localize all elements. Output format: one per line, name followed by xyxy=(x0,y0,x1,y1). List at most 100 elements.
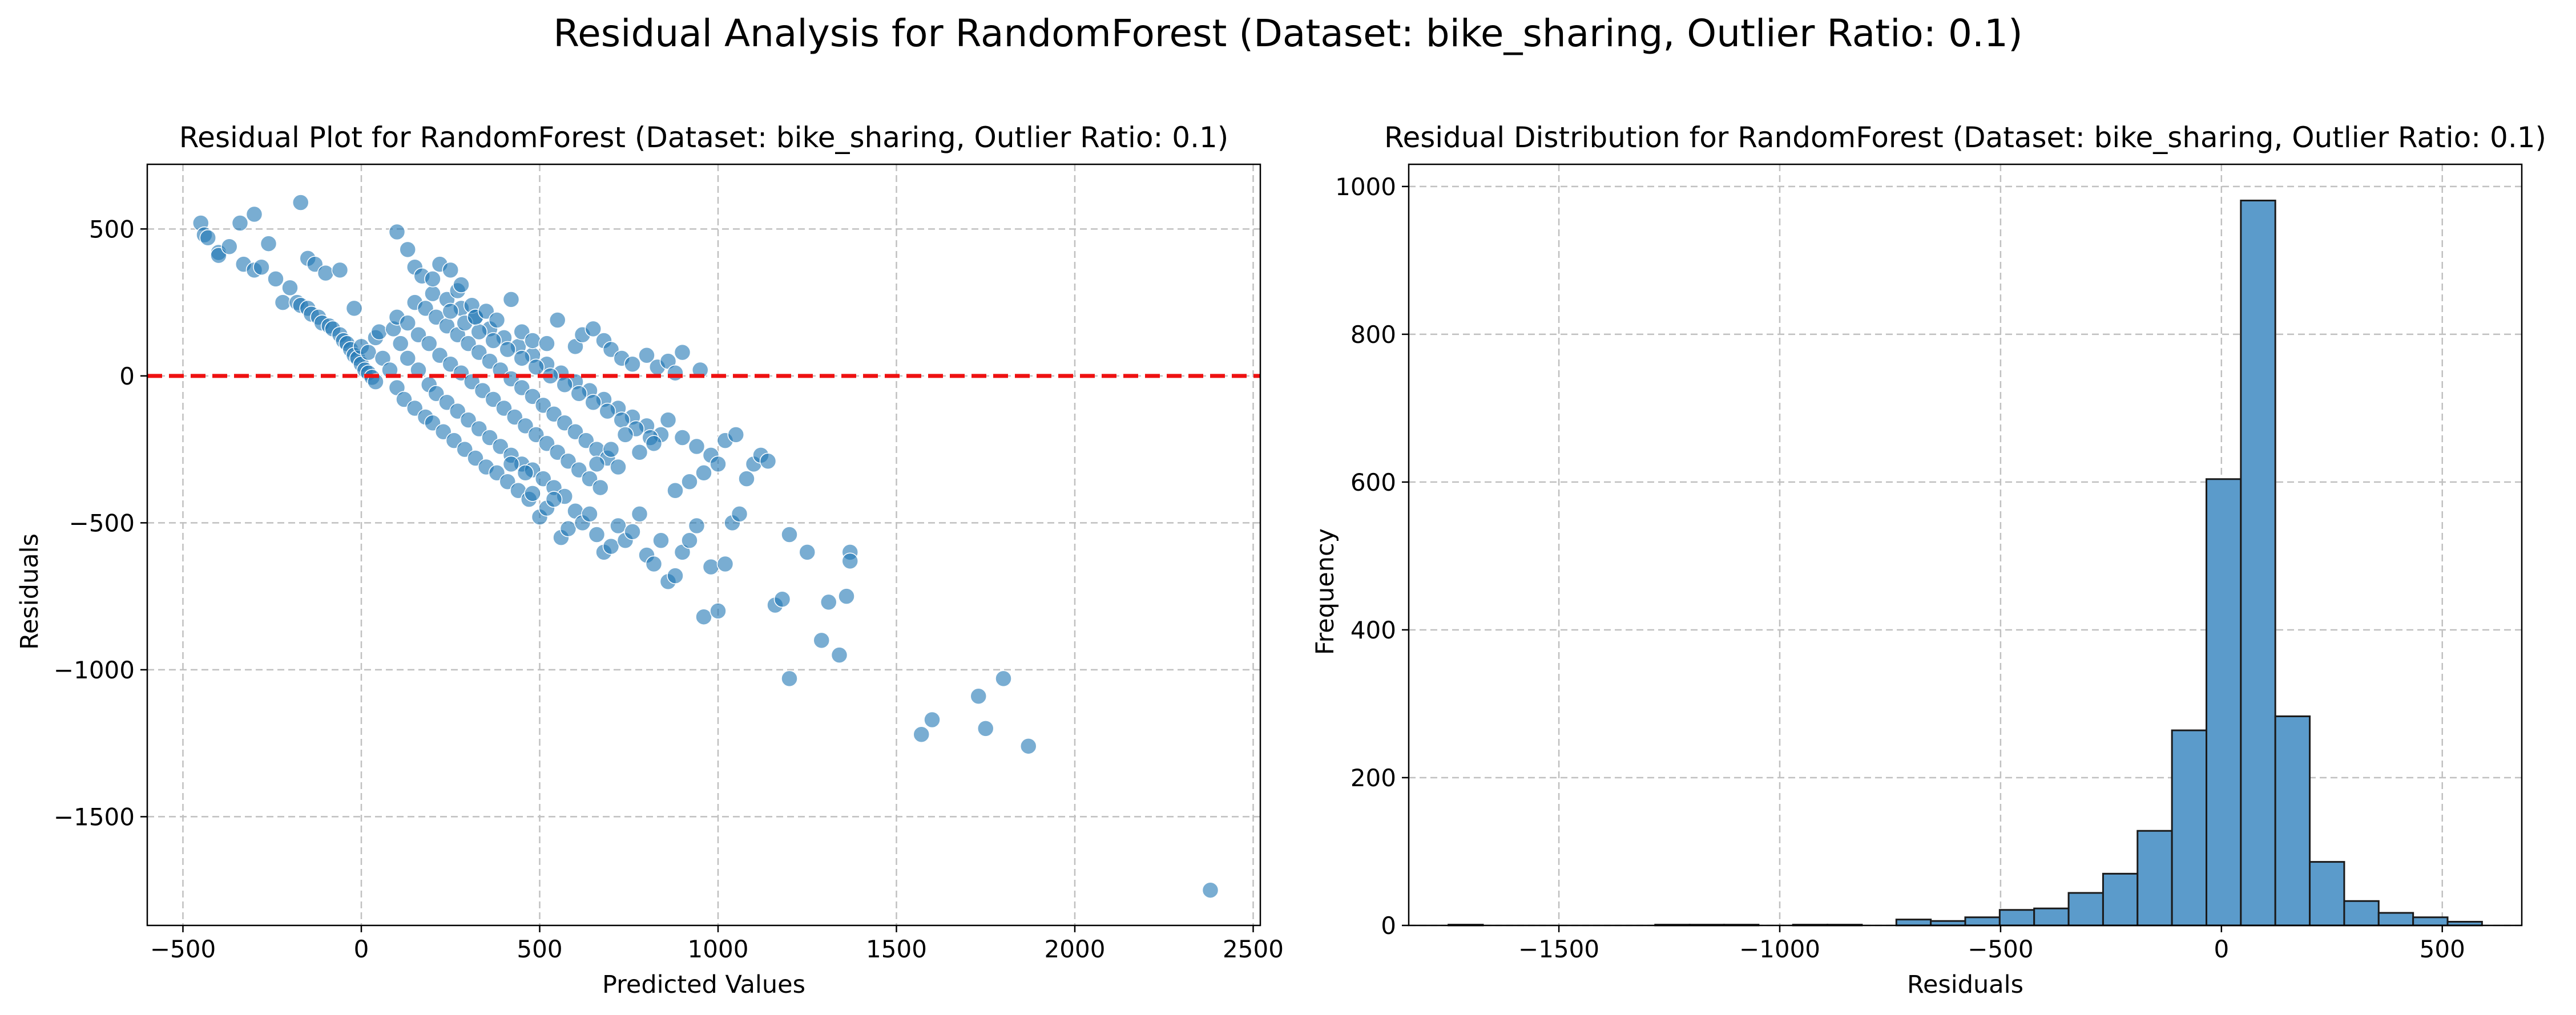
scatter-point xyxy=(570,385,587,402)
histogram-bar xyxy=(2171,729,2207,927)
scatter-point xyxy=(599,402,616,420)
scatter-point xyxy=(716,555,734,573)
scatter-point xyxy=(274,294,292,311)
scatter-point xyxy=(584,320,602,338)
histogram-bar xyxy=(1964,916,2001,927)
residual-histogram: Residual Distribution for RandomForest (… xyxy=(1311,121,2546,999)
scatter-point xyxy=(695,608,712,625)
scatter-point xyxy=(831,646,848,664)
scatter-point xyxy=(1202,881,1219,899)
scatter-point xyxy=(667,482,684,499)
scatter-point xyxy=(260,235,277,252)
scatter-point xyxy=(331,261,349,279)
scatter-point xyxy=(645,555,663,573)
scatter-point xyxy=(442,302,459,320)
scatter-point xyxy=(245,205,263,223)
scatter-point xyxy=(624,355,641,373)
scatter-x-tick-label: 2500 xyxy=(1223,935,1284,963)
histogram-y-tick-label: 400 xyxy=(1351,616,1396,644)
scatter-grid xyxy=(147,164,1260,925)
scatter-point xyxy=(631,444,648,461)
scatter-point xyxy=(588,526,606,543)
scatter-point xyxy=(638,347,655,364)
scatter-point xyxy=(442,261,459,279)
scatter-y-tick-label: −500 xyxy=(69,509,135,537)
histogram-y-tick-label: 1000 xyxy=(1335,173,1396,201)
scatter-point xyxy=(616,426,634,443)
scatter-point xyxy=(695,464,712,482)
scatter-point xyxy=(610,458,627,476)
histogram-bar xyxy=(1998,909,2035,927)
scatter-title: Residual Plot for RandomForest (Dataset:… xyxy=(179,121,1229,154)
scatter-point xyxy=(674,429,691,446)
scatter-point xyxy=(527,358,545,376)
scatter-point xyxy=(453,276,470,293)
scatter-point xyxy=(659,411,677,428)
scatter-x-tick-label: 500 xyxy=(517,935,562,963)
scatter-point xyxy=(502,291,520,308)
histogram-bar xyxy=(2343,900,2380,927)
scatter-point xyxy=(781,670,798,688)
scatter-point xyxy=(738,470,755,487)
scatter-points xyxy=(192,194,1219,899)
histogram-y-ticks: 0 200 400 600 800 1000 xyxy=(1335,173,1409,940)
scatter-x-tick-label: 1500 xyxy=(866,935,927,963)
scatter-point xyxy=(199,229,216,246)
scatter-point xyxy=(231,215,249,232)
scatter-y-ticks: 500 0 −500 −1000 −1500 xyxy=(54,215,147,831)
scatter-point xyxy=(399,350,416,367)
scatter-x-tick-label: 1000 xyxy=(688,935,749,963)
histogram-axes-frame xyxy=(1408,163,2523,927)
histogram-bar xyxy=(2102,872,2139,927)
scatter-x-ticks: −500 0 500 1000 1500 2000 2500 xyxy=(150,925,1284,963)
scatter-point xyxy=(924,711,941,729)
scatter-point xyxy=(624,523,641,540)
scatter-point xyxy=(388,223,406,241)
scatter-axes-frame xyxy=(146,163,1261,927)
scatter-x-tick-label: 0 xyxy=(354,935,369,963)
scatter-point xyxy=(488,312,506,329)
scatter-point xyxy=(995,670,1012,688)
scatter-point xyxy=(709,602,727,620)
scatter-x-tick-label: 2000 xyxy=(1045,935,1106,963)
residual-scatter-plot: Residual Plot for RandomForest (Dataset:… xyxy=(15,121,1284,999)
histogram-bar xyxy=(2274,715,2311,927)
scatter-point xyxy=(913,726,930,743)
histogram-y-tick-label: 600 xyxy=(1351,468,1396,496)
scatter-y-tick-label: −1500 xyxy=(54,803,135,831)
histogram-bar xyxy=(2206,478,2242,927)
scatter-point xyxy=(421,335,438,352)
histogram-title: Residual Distribution for RandomForest (… xyxy=(1384,121,2546,154)
scatter-point xyxy=(813,632,830,649)
scatter-point xyxy=(253,258,270,276)
scatter-point xyxy=(781,526,798,543)
histogram-y-tick-label: 800 xyxy=(1351,321,1396,349)
scatter-point xyxy=(281,279,299,297)
histogram-bar xyxy=(2377,912,2414,927)
histogram-x-tick-label: 0 xyxy=(2214,935,2229,963)
scatter-point xyxy=(524,485,541,502)
scatter-y-label: Residuals xyxy=(15,533,44,650)
scatter-point xyxy=(1020,738,1037,755)
scatter-y-tick-label: 500 xyxy=(89,215,135,243)
scatter-point xyxy=(681,532,698,549)
histogram-x-tick-label: 500 xyxy=(2420,935,2465,963)
scatter-y-tick-label: −1000 xyxy=(54,656,135,684)
histogram-bar xyxy=(2412,916,2449,927)
scatter-point xyxy=(559,520,577,537)
scatter-point xyxy=(538,335,555,352)
scatter-point xyxy=(292,194,309,211)
scatter-point xyxy=(581,506,598,523)
scatter-point xyxy=(667,567,684,584)
scatter-point xyxy=(631,506,648,523)
histogram-x-tick-label: −1500 xyxy=(1518,935,1599,963)
scatter-point xyxy=(681,473,698,491)
scatter-point xyxy=(688,517,706,535)
histogram-bar xyxy=(2136,830,2173,927)
scatter-point xyxy=(602,537,620,555)
scatter-point xyxy=(727,426,744,443)
scatter-point xyxy=(517,464,534,482)
scatter-point xyxy=(399,314,416,331)
scatter-point xyxy=(799,544,816,561)
